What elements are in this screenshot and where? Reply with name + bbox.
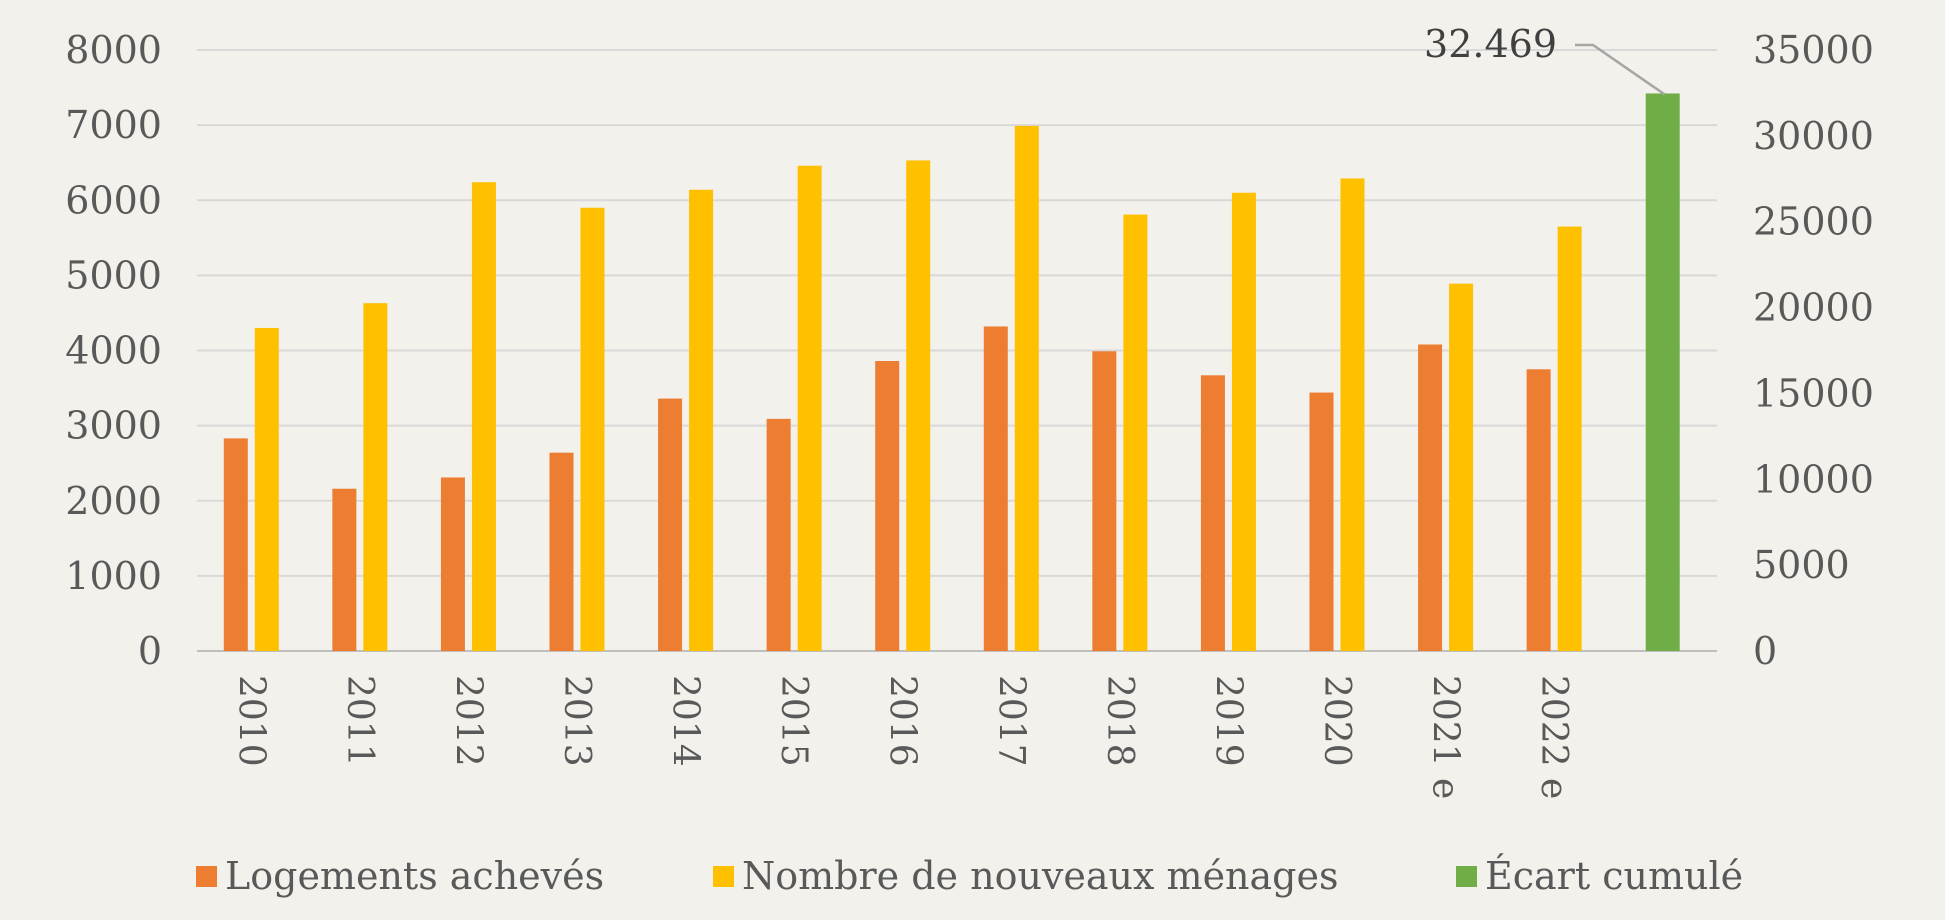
gridlines <box>197 49 1717 652</box>
bar-nombre-de-nouveaux-m-nages <box>254 327 279 651</box>
bar-logements-achev-s <box>875 361 900 651</box>
bar-logements-achev-s <box>332 488 357 651</box>
left-y-tick-label: 8000 <box>65 28 162 72</box>
bar-logements-achev-s <box>1526 369 1551 651</box>
bar-logements-achev-s <box>658 398 683 651</box>
bar-nombre-de-nouveaux-m-nages <box>797 165 822 651</box>
data-label: 32.469 <box>1424 22 1557 66</box>
x-tick-label: 2017 <box>990 675 1031 767</box>
x-tick-label: 2010 <box>230 675 271 767</box>
legend: Logements achevés Nombre de nouveaux ména… <box>196 854 1743 898</box>
x-axis: 2010 2011 2012 2013 2014 2015 2016 2017 2018 2019… <box>230 675 1574 799</box>
x-tick-label: 2011 <box>339 675 380 767</box>
right-y-tick-label: 30000 <box>1753 114 1874 158</box>
bar-nombre-de-nouveaux-m-nages <box>580 207 605 651</box>
right-y-axis: 0 5000 10000 15000 20000 25000 30000 35000 <box>1753 28 1874 673</box>
right-y-tick-label: 5000 <box>1753 543 1850 587</box>
bar-nombre-de-nouveaux-m-nages <box>689 189 714 652</box>
x-tick-label: 2014 <box>665 675 706 767</box>
x-tick-label: 2013 <box>556 675 597 767</box>
right-y-tick-label: 15000 <box>1753 371 1874 415</box>
x-tick-label: 2020 <box>1316 675 1357 767</box>
left-y-tick-label: 5000 <box>65 253 162 297</box>
right-y-tick-label: 0 <box>1753 629 1777 673</box>
bar-nombre-de-nouveaux-m-nages <box>1340 178 1365 651</box>
right-y-tick-label: 10000 <box>1753 457 1874 501</box>
data-labels: 32.469 <box>1424 22 1666 96</box>
bar-nombre-de-nouveaux-m-nages <box>1014 125 1039 652</box>
right-y-tick-label: 20000 <box>1753 286 1874 330</box>
left-y-tick-label: 2000 <box>65 479 162 523</box>
bar-logements-achev-s <box>983 326 1008 651</box>
legend-label: Écart cumulé <box>1485 854 1743 898</box>
bar-nombre-de-nouveaux-m-nages <box>1123 214 1148 651</box>
x-tick-label: 2021 e <box>1425 675 1466 799</box>
bar-logements-achev-s <box>1200 375 1225 651</box>
bar-logements-achev-s <box>1418 344 1443 651</box>
bar-nombre-de-nouveaux-m-nages <box>906 160 931 651</box>
x-tick-label: 2012 <box>447 675 488 767</box>
right-y-tick-label: 35000 <box>1753 28 1874 72</box>
bar-logements-achev-s <box>223 438 248 651</box>
x-tick-label: 2018 <box>1099 675 1140 767</box>
bar-logements-achev-s <box>440 477 465 651</box>
left-y-tick-label: 4000 <box>65 329 162 373</box>
bar-logements-achev-s <box>1309 392 1334 651</box>
left-y-tick-label: 0 <box>138 629 162 673</box>
bar-nombre-de-nouveaux-m-nages <box>1557 226 1582 651</box>
legend-swatch <box>713 866 734 887</box>
legend-label: Nombre de nouveaux ménages <box>742 854 1339 898</box>
bar-logements-achev-s <box>1092 351 1117 651</box>
bar-nombre-de-nouveaux-m-nages <box>363 303 388 651</box>
bar-nombre-de-nouveaux-m-nages <box>1449 283 1474 651</box>
left-y-tick-label: 3000 <box>65 404 162 448</box>
legend-label: Logements achevés <box>225 854 604 898</box>
left-y-tick-label: 1000 <box>65 554 162 598</box>
left-y-axis: 0 1000 2000 3000 4000 5000 6000 7000 8000 <box>65 28 162 673</box>
x-tick-label: 2016 <box>882 675 923 767</box>
legend-swatch <box>196 866 217 887</box>
right-y-tick-label: 25000 <box>1753 200 1874 244</box>
left-y-tick-label: 6000 <box>65 178 162 222</box>
x-tick-label: 2022 e <box>1533 675 1574 799</box>
x-tick-label: 2015 <box>773 675 814 767</box>
bar-nombre-de-nouveaux-m-nages <box>471 182 496 651</box>
legend-swatch <box>1456 866 1477 887</box>
bar-logements-achev-s <box>766 418 791 651</box>
bar-nombre-de-nouveaux-m-nages <box>1231 192 1256 652</box>
x-tick-label: 2019 <box>1207 675 1248 767</box>
bar--cart-cumul- <box>1645 93 1680 652</box>
bars <box>223 93 1680 652</box>
bar-logements-achev-s <box>549 452 574 651</box>
left-y-tick-label: 7000 <box>65 103 162 147</box>
data-label-leader-line <box>1575 43 1666 96</box>
